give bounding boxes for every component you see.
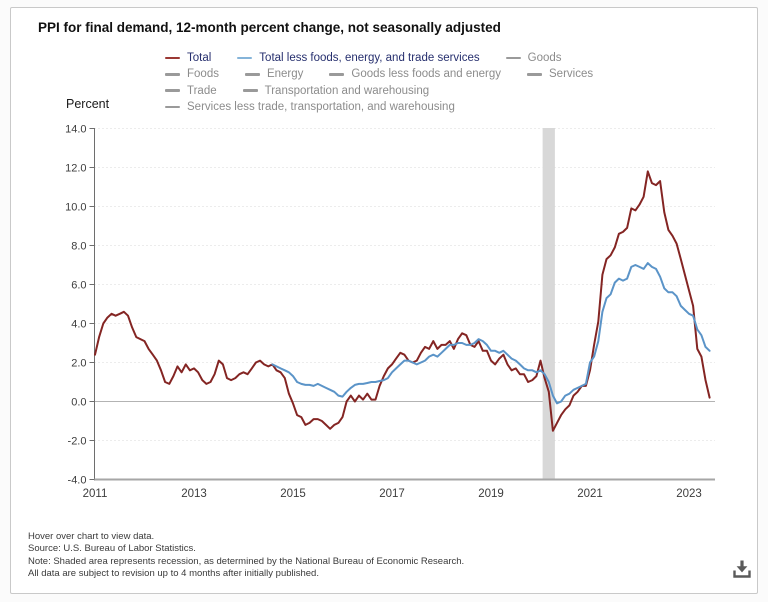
legend-swatch <box>165 56 180 60</box>
legend-row: Total Total less foods, energy, and trade… <box>165 50 593 66</box>
legend-swatch <box>165 105 180 109</box>
y-tick-label: 2.0 <box>71 358 86 370</box>
legend-item-services-less-trade-transportation-and-warehousing[interactable]: Services less trade, transportation, and… <box>165 101 455 113</box>
legend-label: Transportation and warehousing <box>264 84 430 97</box>
legend-swatch <box>165 89 180 92</box>
x-tick-label: 2011 <box>83 488 108 500</box>
legend-label: Goods <box>527 52 562 65</box>
legend-label: Services less trade, transportation, and… <box>187 101 455 114</box>
legend-item-foods[interactable]: Foods <box>165 68 219 80</box>
legend-row: Services less trade, transportation, and… <box>165 99 593 115</box>
legend-swatch <box>242 89 258 92</box>
chart-footnotes: Hover over chart to view data. Source: U… <box>28 531 464 581</box>
legend-item-total-less-foods-energy-and-trade-services[interactable]: Total less foods, energy, and trade serv… <box>237 52 480 65</box>
legend-label: Total less foods, energy, and trade serv… <box>259 52 480 65</box>
legend-swatch <box>329 73 345 76</box>
footnote-revision: All data are subject to revision up to 4… <box>28 568 319 580</box>
series-line-total-less-foods-energy-and-trade-services[interactable] <box>271 262 711 405</box>
footnote-recession: Note: Shaded area represents recession, … <box>28 555 465 567</box>
y-tick-label: -2.0 <box>68 436 87 448</box>
y-tick-label: 8.0 <box>71 241 86 253</box>
y-axis-title: Percent <box>66 97 110 111</box>
series-line-total[interactable] <box>94 170 711 432</box>
x-tick-label: 2019 <box>478 488 504 500</box>
download-button[interactable] <box>728 555 755 583</box>
y-tick-label: 12.0 <box>65 163 86 175</box>
legend-item-goods-less-foods-and-energy[interactable]: Goods less foods and energy <box>329 68 501 80</box>
y-tick-label: -4.0 <box>68 475 87 487</box>
legend-swatch <box>527 73 543 76</box>
legend-row: Trade Transportation and warehousing <box>165 83 593 99</box>
x-tick-label: 2023 <box>676 488 702 500</box>
legend-item-transportation-and-warehousing[interactable]: Transportation and warehousing <box>242 84 430 97</box>
legend-item-energy[interactable]: Energy <box>244 68 304 81</box>
legend-label: Total <box>187 52 212 65</box>
y-tick-label: 14.0 <box>65 124 86 136</box>
y-tick-label: 0.0 <box>71 397 86 409</box>
legend-label: Energy <box>266 68 304 81</box>
legend-label: Trade <box>187 84 217 97</box>
footnote-source: Source: U.S. Bureau of Labor Statistics. <box>28 543 196 555</box>
legend-swatch <box>505 56 521 60</box>
x-tick-label: 2017 <box>379 488 405 500</box>
legend-item-goods[interactable]: Goods <box>505 52 562 65</box>
legend-label: Goods less foods and energy <box>351 68 502 81</box>
x-tick-label: 2021 <box>577 488 603 500</box>
legend-item-trade[interactable]: Trade <box>165 85 217 97</box>
chart-title: PPI for final demand, 12-month percent c… <box>38 20 501 35</box>
legend-row: Foods Energy Goods less foods and energy Se… <box>165 66 593 82</box>
legend-item-services[interactable]: Services <box>527 68 593 80</box>
download-icon <box>732 560 751 578</box>
footnote-hover: Hover over chart to view data. <box>28 531 155 542</box>
x-tick-label: 2013 <box>181 488 207 500</box>
legend-swatch <box>244 73 260 76</box>
chart-legend: Total Total less foods, energy, and trade… <box>165 50 593 115</box>
legend-swatch <box>237 56 253 60</box>
y-tick-label: 4.0 <box>71 319 86 331</box>
legend-swatch <box>165 73 180 76</box>
y-tick-label: 10.0 <box>65 202 86 214</box>
x-tick-label: 2015 <box>280 488 306 500</box>
legend-label: Foods <box>187 68 219 81</box>
y-tick-label: 6.0 <box>71 280 86 292</box>
legend-label: Services <box>549 68 594 81</box>
chart-card <box>10 7 758 594</box>
legend-item-total[interactable]: Total <box>165 52 211 64</box>
